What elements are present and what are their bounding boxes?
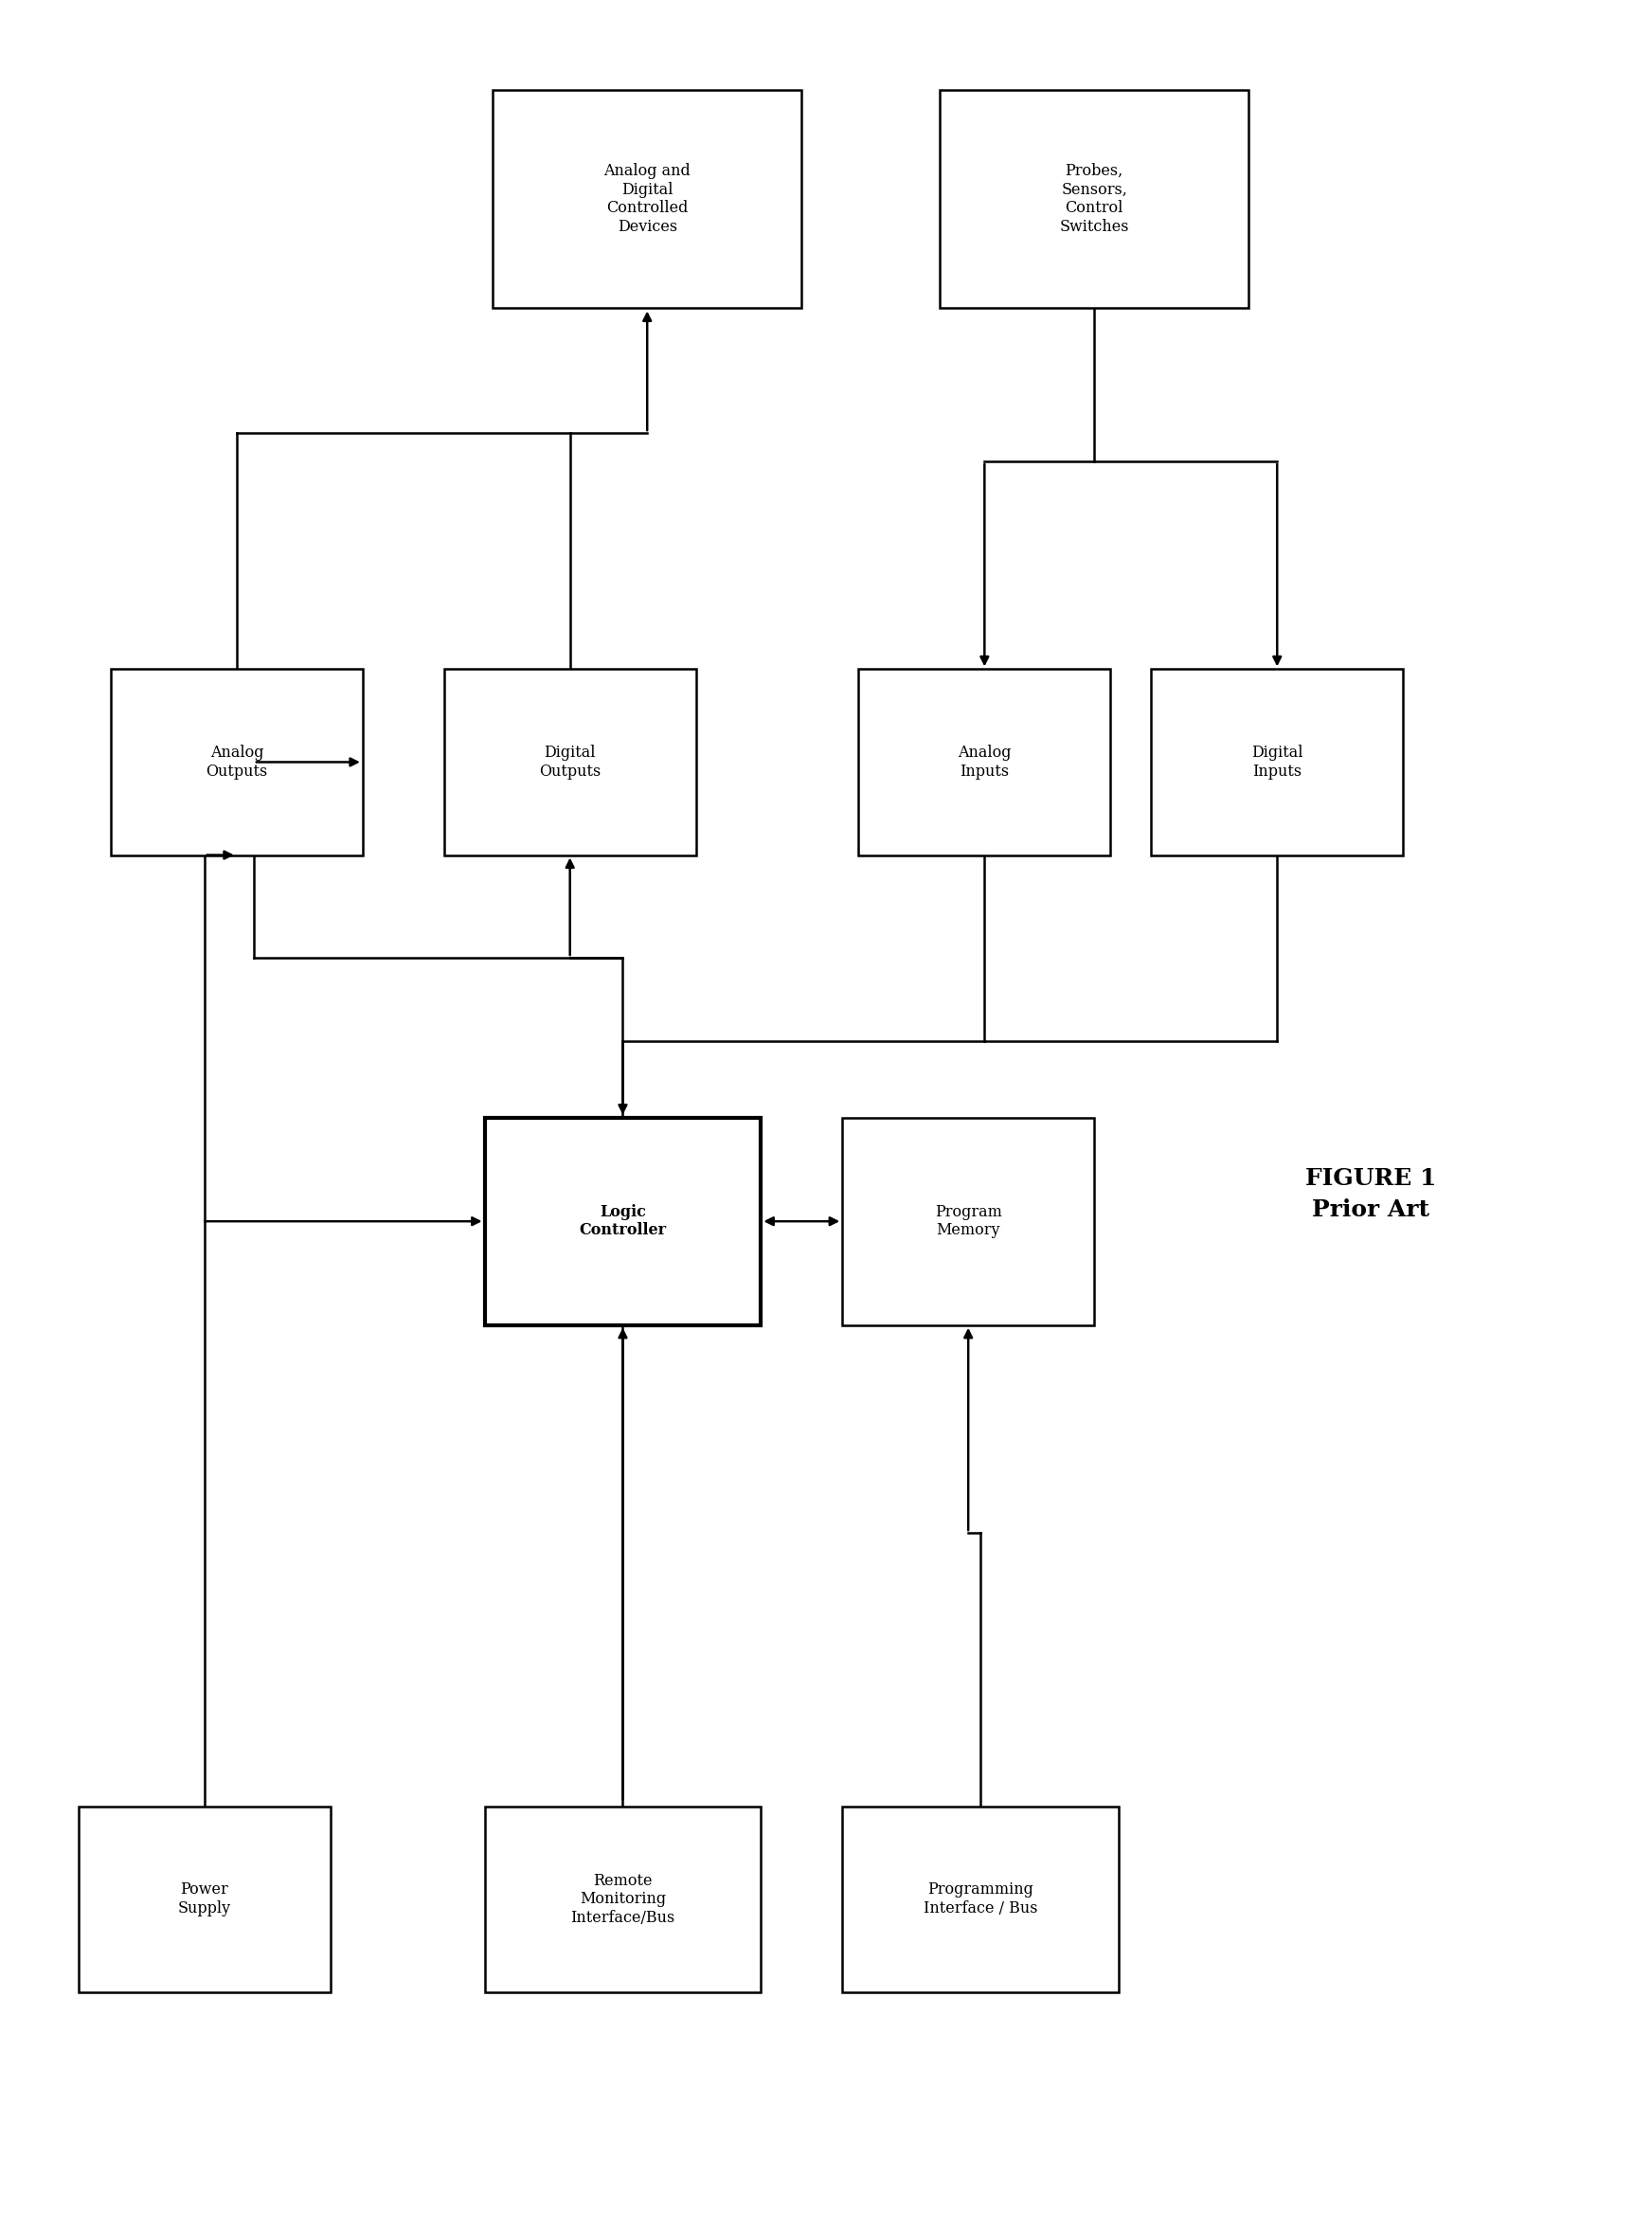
Text: Digital
Inputs: Digital Inputs — [1251, 746, 1303, 779]
FancyBboxPatch shape — [859, 668, 1110, 854]
FancyBboxPatch shape — [492, 91, 801, 308]
Text: Logic
Controller: Logic Controller — [580, 1204, 666, 1239]
Text: Power
Supply: Power Supply — [178, 1881, 231, 1916]
FancyBboxPatch shape — [1151, 668, 1403, 854]
Text: Analog
Inputs: Analog Inputs — [958, 746, 1011, 779]
FancyBboxPatch shape — [484, 1118, 762, 1326]
FancyBboxPatch shape — [78, 1806, 330, 1992]
FancyBboxPatch shape — [484, 1806, 762, 1992]
Text: Programming
Interface / Bus: Programming Interface / Bus — [923, 1881, 1037, 1916]
Text: Analog and
Digital
Controlled
Devices: Analog and Digital Controlled Devices — [603, 164, 691, 235]
Text: Digital
Outputs: Digital Outputs — [539, 746, 601, 779]
Text: Analog
Outputs: Analog Outputs — [206, 746, 268, 779]
Text: Program
Memory: Program Memory — [935, 1204, 1001, 1239]
Text: Remote
Monitoring
Interface/Bus: Remote Monitoring Interface/Bus — [570, 1872, 676, 1925]
Text: Probes,
Sensors,
Control
Switches: Probes, Sensors, Control Switches — [1059, 164, 1128, 235]
FancyBboxPatch shape — [111, 668, 363, 854]
FancyBboxPatch shape — [843, 1118, 1094, 1326]
FancyBboxPatch shape — [843, 1806, 1118, 1992]
FancyBboxPatch shape — [940, 91, 1249, 308]
Text: FIGURE 1
Prior Art: FIGURE 1 Prior Art — [1305, 1166, 1436, 1222]
FancyBboxPatch shape — [444, 668, 695, 854]
